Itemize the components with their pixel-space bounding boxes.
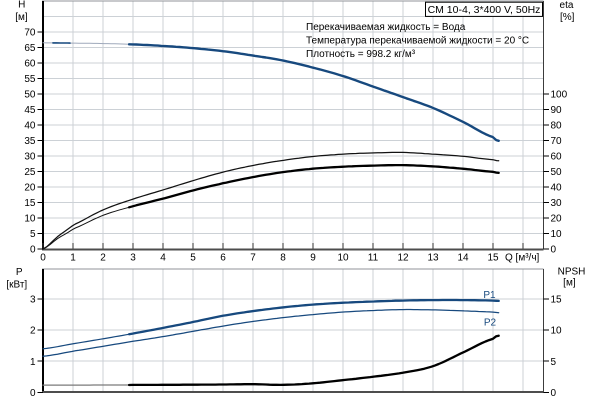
svg-text:3: 3 bbox=[30, 295, 36, 306]
svg-text:P: P bbox=[16, 267, 23, 278]
svg-text:14: 14 bbox=[457, 253, 469, 264]
svg-text:13: 13 bbox=[427, 253, 439, 264]
svg-text:100: 100 bbox=[551, 90, 568, 101]
svg-text:60: 60 bbox=[551, 152, 563, 163]
svg-text:15: 15 bbox=[551, 295, 563, 306]
svg-text:Температура перекачиваемой жид: Температура перекачиваемой жидкости = 20… bbox=[306, 35, 529, 46]
svg-text:0: 0 bbox=[551, 388, 557, 399]
svg-text:70: 70 bbox=[24, 28, 36, 39]
svg-text:CM 10-4, 3*400 V, 50Hz: CM 10-4, 3*400 V, 50Hz bbox=[428, 4, 541, 16]
svg-text:15: 15 bbox=[24, 198, 36, 209]
svg-text:P1: P1 bbox=[483, 290, 496, 301]
svg-text:H: H bbox=[18, 0, 25, 11]
svg-text:20: 20 bbox=[24, 183, 36, 194]
svg-text:0: 0 bbox=[30, 245, 36, 256]
svg-text:10: 10 bbox=[551, 229, 563, 240]
svg-text:70: 70 bbox=[551, 136, 563, 147]
svg-text:0: 0 bbox=[30, 388, 36, 399]
svg-text:25: 25 bbox=[24, 167, 36, 178]
svg-text:8: 8 bbox=[280, 253, 286, 264]
svg-text:50: 50 bbox=[551, 167, 563, 178]
svg-text:Перекачиваемая жидкость = Вода: Перекачиваемая жидкость = Вода bbox=[306, 22, 466, 33]
svg-text:[м]: [м] bbox=[563, 277, 576, 288]
svg-text:10: 10 bbox=[24, 214, 36, 225]
svg-text:eta: eta bbox=[560, 0, 574, 11]
svg-text:0: 0 bbox=[551, 245, 557, 256]
svg-text:[м]: [м] bbox=[15, 12, 28, 23]
svg-text:11: 11 bbox=[368, 253, 379, 264]
svg-text:1: 1 bbox=[30, 357, 36, 368]
svg-text:5: 5 bbox=[551, 357, 557, 368]
svg-text:10: 10 bbox=[551, 326, 563, 337]
svg-text:55: 55 bbox=[24, 74, 36, 85]
svg-text:90: 90 bbox=[551, 105, 563, 116]
svg-text:6: 6 bbox=[220, 253, 226, 264]
svg-text:80: 80 bbox=[551, 121, 563, 132]
svg-text:9: 9 bbox=[310, 253, 316, 264]
svg-text:5: 5 bbox=[190, 253, 196, 264]
svg-text:45: 45 bbox=[24, 105, 36, 116]
svg-text:40: 40 bbox=[24, 121, 36, 132]
svg-text:20: 20 bbox=[551, 214, 563, 225]
svg-text:30: 30 bbox=[551, 198, 563, 209]
svg-text:50: 50 bbox=[24, 90, 36, 101]
svg-text:7: 7 bbox=[250, 253, 256, 264]
svg-text:1: 1 bbox=[70, 253, 76, 264]
svg-text:5: 5 bbox=[30, 229, 36, 240]
svg-text:Q [м³/ч]: Q [м³/ч] bbox=[505, 253, 540, 264]
svg-text:10: 10 bbox=[337, 253, 349, 264]
svg-text:65: 65 bbox=[24, 43, 36, 54]
svg-text:4: 4 bbox=[160, 253, 166, 264]
svg-text:2: 2 bbox=[30, 326, 36, 337]
svg-text:Плотность = 998.2 кг/м³: Плотность = 998.2 кг/м³ bbox=[306, 49, 416, 60]
svg-text:2: 2 bbox=[100, 253, 106, 264]
svg-text:35: 35 bbox=[24, 136, 36, 147]
svg-text:40: 40 bbox=[551, 183, 563, 194]
svg-text:12: 12 bbox=[397, 253, 409, 264]
svg-text:30: 30 bbox=[24, 152, 36, 163]
svg-text:[кВт]: [кВт] bbox=[6, 279, 27, 290]
svg-text:[%]: [%] bbox=[560, 12, 575, 23]
svg-text:60: 60 bbox=[24, 59, 36, 70]
svg-text:P2: P2 bbox=[484, 318, 497, 329]
svg-text:3: 3 bbox=[130, 253, 136, 264]
svg-text:NPSH: NPSH bbox=[558, 267, 586, 278]
svg-text:15: 15 bbox=[487, 253, 499, 264]
svg-text:0: 0 bbox=[40, 253, 46, 264]
